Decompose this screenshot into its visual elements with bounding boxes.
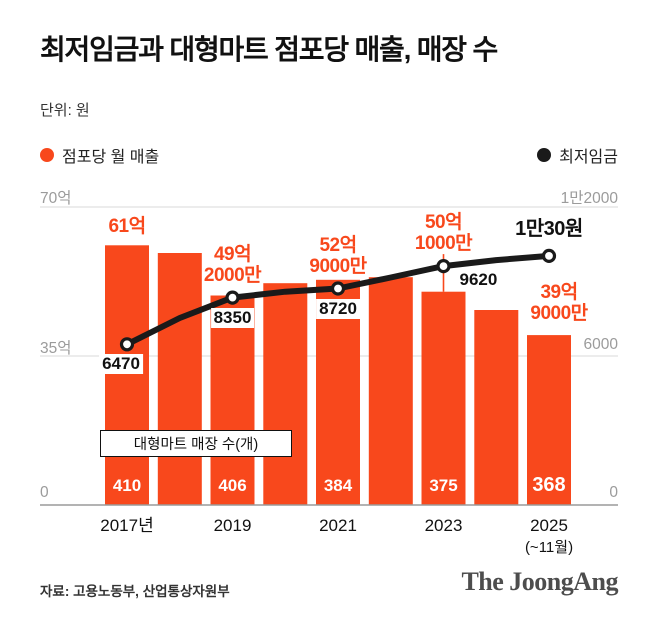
store-count-value: 368 bbox=[532, 474, 566, 496]
minwage-value-label: 8720 bbox=[316, 298, 360, 319]
bar-value-label: 52억 9000만 bbox=[309, 234, 367, 277]
bar-value-label: 50억 1000만 bbox=[414, 212, 473, 255]
minwage-legend-dot-icon bbox=[537, 148, 552, 162]
minwage-value-label: 8350 bbox=[210, 307, 255, 328]
bar-value-label: 49억 2000만 bbox=[203, 243, 262, 286]
legend-sales: 점포당 월 매출 bbox=[40, 143, 159, 167]
x-axis-tick: 2023 bbox=[424, 516, 463, 535]
joongang-logo: The JoongAng bbox=[461, 567, 618, 596]
x-axis-tick: 2025 (~11월) bbox=[524, 516, 574, 556]
legend-sales-label: 점포당 월 매출 bbox=[62, 149, 160, 166]
x-axis-tick: 2017년 bbox=[100, 516, 154, 535]
store-count-value: 384 bbox=[323, 476, 353, 495]
store-count-box-label: 대형마트 매장 수(개) bbox=[100, 430, 292, 457]
minwage-value-label: 1만30원 bbox=[515, 217, 583, 240]
y-axis-left-mid-label: 35억 bbox=[40, 340, 72, 357]
legend-minwage: 최저임금 bbox=[537, 143, 618, 167]
y-axis-left-top-label: 70억 bbox=[40, 190, 72, 207]
y-axis-left-zero-label: 0 bbox=[40, 484, 49, 501]
x-axis-tick-sub: (~11월) bbox=[524, 539, 574, 556]
source-note: 자료: 고용노동부, 산업통상자원부 bbox=[40, 584, 230, 599]
x-axis-tick: 2021 bbox=[319, 516, 357, 535]
y-axis-right-mid-label: 6000 bbox=[583, 336, 618, 353]
y-axis-right-top-label: 1만2000 bbox=[560, 190, 618, 207]
bar-value-label: 39억 9000만 bbox=[530, 281, 588, 324]
bar-value-label: 61억 bbox=[108, 216, 146, 238]
y-axis-right-zero-label: 0 bbox=[609, 484, 618, 501]
store-count-value: 375 bbox=[429, 476, 458, 495]
x-axis-tick: 2019 bbox=[213, 516, 252, 535]
minwage-value-label: 6470 bbox=[99, 354, 143, 375]
store-count-value: 410 bbox=[112, 476, 142, 495]
minwage-value-label: 9620 bbox=[456, 270, 501, 291]
unit-label: 단위: 원 bbox=[40, 102, 90, 119]
legend-minwage-label: 최저임금 bbox=[559, 149, 618, 166]
sales-legend-dot-icon bbox=[40, 148, 54, 162]
chart-title: 최저임금과 대형마트 점포당 매출, 매장 수 bbox=[40, 34, 498, 65]
store-count-value: 406 bbox=[218, 476, 247, 495]
